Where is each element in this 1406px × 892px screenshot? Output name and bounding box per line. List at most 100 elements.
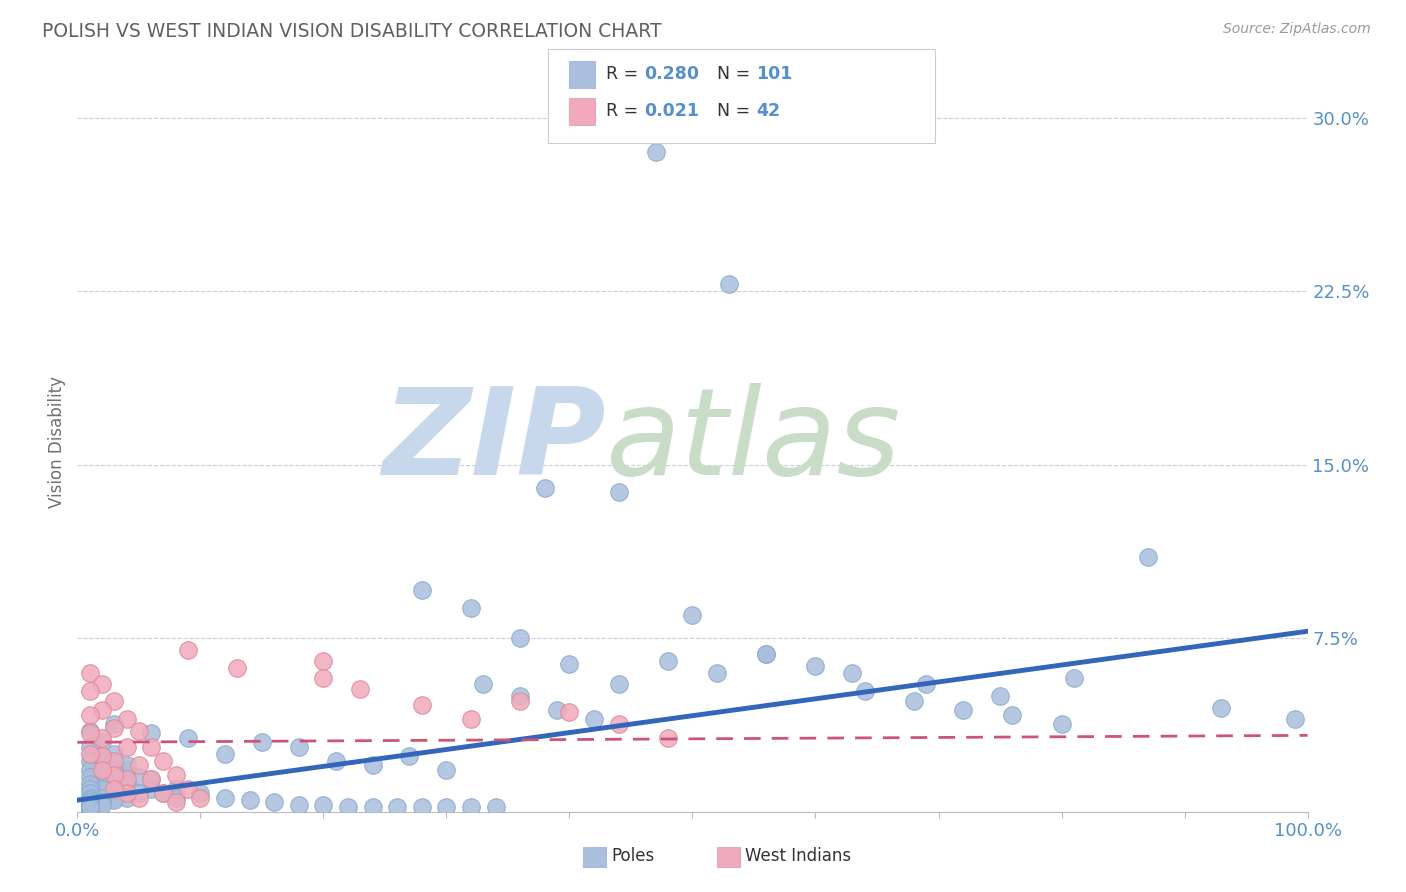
Point	[79, 781, 101, 796]
Point	[165, 790, 187, 805]
Point	[90, 731, 114, 745]
Point	[90, 763, 114, 777]
Point	[1063, 671, 1085, 685]
Point	[361, 758, 384, 772]
Point	[337, 800, 360, 814]
Point	[853, 684, 876, 698]
Point	[509, 631, 531, 645]
Point	[79, 796, 101, 810]
Point	[706, 665, 728, 680]
Text: R =: R =	[606, 102, 644, 120]
Point	[90, 703, 114, 717]
Point	[349, 682, 371, 697]
Text: 0.021: 0.021	[644, 102, 699, 120]
Text: ZIP: ZIP	[382, 383, 606, 500]
Point	[103, 754, 125, 768]
Point	[79, 770, 101, 784]
Point	[177, 642, 200, 657]
Point	[263, 796, 285, 810]
Point	[607, 716, 630, 731]
Point	[755, 648, 778, 662]
Point	[607, 677, 630, 691]
Point	[288, 739, 311, 754]
Point	[361, 800, 384, 814]
Point	[165, 767, 187, 781]
Point	[79, 747, 101, 761]
Point	[152, 754, 174, 768]
Point	[312, 671, 335, 685]
Point	[90, 677, 114, 691]
Point	[485, 800, 508, 814]
Point	[141, 772, 163, 787]
Point	[103, 716, 125, 731]
Point	[115, 712, 138, 726]
Point	[115, 786, 138, 800]
Point	[460, 800, 482, 814]
Point	[79, 723, 101, 738]
Point	[128, 786, 150, 800]
Point	[546, 703, 568, 717]
Point	[90, 749, 114, 764]
Point	[79, 739, 101, 754]
Point	[79, 800, 101, 814]
Point	[79, 790, 101, 805]
Point	[128, 723, 150, 738]
Point	[152, 786, 174, 800]
Point	[115, 739, 138, 754]
Point	[177, 781, 200, 796]
Point	[103, 781, 125, 796]
Point	[226, 661, 249, 675]
Point	[79, 802, 101, 816]
Point	[509, 694, 531, 708]
Point	[79, 707, 101, 722]
Text: 42: 42	[756, 102, 780, 120]
Point	[411, 582, 433, 597]
Point	[103, 790, 125, 805]
Point	[90, 797, 114, 812]
Point	[103, 767, 125, 781]
Text: Poles: Poles	[612, 847, 655, 865]
Point	[657, 731, 679, 745]
Point	[79, 800, 101, 814]
Point	[90, 777, 114, 791]
Point	[509, 689, 531, 703]
Point	[903, 694, 925, 708]
Point	[239, 793, 262, 807]
Point	[115, 772, 138, 787]
Point	[841, 665, 863, 680]
Text: N =: N =	[717, 102, 756, 120]
Point	[460, 712, 482, 726]
Point	[165, 781, 187, 796]
Point	[214, 790, 236, 805]
Point	[103, 694, 125, 708]
Point	[90, 796, 114, 810]
Point	[214, 747, 236, 761]
Point	[128, 790, 150, 805]
Point	[988, 689, 1011, 703]
Point	[952, 703, 974, 717]
Point	[177, 731, 200, 745]
Y-axis label: Vision Disability: Vision Disability	[48, 376, 66, 508]
Point	[79, 726, 101, 740]
Text: POLISH VS WEST INDIAN VISION DISABILITY CORRELATION CHART: POLISH VS WEST INDIAN VISION DISABILITY …	[42, 22, 662, 41]
Point	[103, 781, 125, 796]
Point	[115, 777, 138, 791]
Point	[1211, 700, 1233, 714]
Point	[1050, 716, 1073, 731]
Point	[250, 735, 273, 749]
Point	[436, 800, 458, 814]
Point	[128, 758, 150, 772]
Point	[755, 648, 778, 662]
Point	[312, 654, 335, 668]
Point	[90, 790, 114, 805]
Point	[141, 781, 163, 796]
Point	[1001, 707, 1024, 722]
Point	[115, 758, 138, 772]
Point	[325, 754, 347, 768]
Text: 0.280: 0.280	[644, 65, 699, 83]
Point	[115, 763, 138, 777]
Point	[90, 767, 114, 781]
Text: Source: ZipAtlas.com: Source: ZipAtlas.com	[1223, 22, 1371, 37]
Point	[1284, 712, 1306, 726]
Text: West Indians: West Indians	[745, 847, 851, 865]
